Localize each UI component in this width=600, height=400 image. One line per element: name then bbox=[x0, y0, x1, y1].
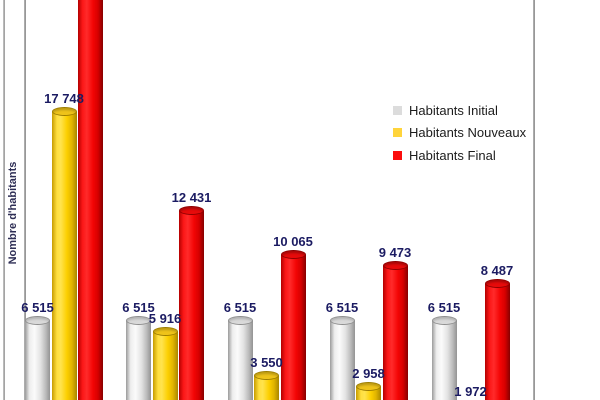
bar-habitants-nouveaux-group3 bbox=[254, 370, 279, 400]
bar-habitants-nouveaux-group2 bbox=[152, 326, 178, 400]
bar-value-label-habitants-initial-group3: 6 515 bbox=[223, 299, 257, 315]
legend-item-habitants-final: Habitants Final bbox=[393, 144, 526, 167]
bar-top-cap bbox=[382, 260, 408, 270]
bar-habitants-initial-group5 bbox=[431, 315, 457, 400]
bar-top-cap bbox=[25, 315, 50, 325]
legend-item-habitants-nouveaux: Habitants Nouveaux bbox=[393, 122, 526, 145]
bar-top-cap bbox=[356, 381, 381, 391]
y-axis-title: Nombre d'habitants bbox=[7, 161, 19, 265]
bar-top-cap bbox=[227, 315, 253, 325]
bar-value-label-habitants-nouveaux-group3: 3 550 bbox=[250, 354, 283, 370]
bar-top-cap bbox=[126, 315, 151, 325]
bar-value-label-habitants-initial-group5: 6 515 bbox=[427, 299, 461, 315]
bar-value-label-habitants-nouveaux-group4: 2 958 bbox=[352, 365, 385, 381]
bar-habitants-final-group1 bbox=[78, 0, 103, 400]
chart-left-border bbox=[3, 0, 5, 400]
bar-top-cap bbox=[431, 315, 457, 325]
bar-habitants-nouveaux-group4 bbox=[356, 381, 381, 400]
bar-value-label-habitants-initial-group2: 6 515 bbox=[122, 299, 155, 315]
bar-value-label-habitants-nouveaux-group2: 5 916 bbox=[148, 310, 182, 326]
legend-swatch-yellow-icon bbox=[393, 128, 402, 138]
bar-top-cap bbox=[484, 279, 510, 289]
bar-habitants-initial-group2 bbox=[126, 315, 151, 400]
bar-value-label-habitants-nouveaux-group5: 1 972 bbox=[454, 384, 487, 400]
legend-label: Habitants Final bbox=[409, 147, 496, 163]
legend-label: Habitants Nouveaux bbox=[409, 125, 527, 141]
bar-value-label-habitants-initial-group4: 6 515 bbox=[325, 299, 359, 315]
bar-habitants-final-group5 bbox=[484, 279, 510, 400]
bar-habitants-final-group3 bbox=[280, 249, 306, 400]
bar-habitants-final-group2 bbox=[179, 205, 204, 400]
legend: Habitants Initial Habitants Nouveaux Hab… bbox=[393, 99, 526, 167]
bar-top-cap bbox=[51, 106, 77, 116]
plot-area-left-border bbox=[24, 0, 26, 400]
bar-top-cap bbox=[329, 315, 355, 325]
bar-habitants-nouveaux-group1 bbox=[51, 106, 77, 400]
bar-top-cap bbox=[280, 249, 306, 259]
bar-habitants-final-group4 bbox=[382, 260, 408, 400]
legend-item-habitants-initial: Habitants Initial bbox=[393, 99, 526, 122]
bar-top-cap bbox=[152, 326, 178, 336]
bar-habitants-initial-group4 bbox=[329, 315, 355, 400]
bar-top-cap bbox=[254, 370, 279, 380]
legend-swatch-gray-icon bbox=[393, 105, 402, 115]
bar-value-label-habitants-initial-group1: 6 515 bbox=[21, 299, 54, 315]
bar-top-cap bbox=[179, 205, 204, 215]
legend-swatch-red-icon bbox=[393, 150, 402, 160]
bar-value-label-habitants-nouveaux-group1: 17 748 bbox=[44, 90, 84, 106]
bar-value-label-habitants-final-group5: 8 487 bbox=[480, 263, 514, 279]
legend-label: Habitants Initial bbox=[409, 102, 498, 118]
bar-habitants-initial-group3 bbox=[227, 315, 253, 400]
bar-value-label-habitants-final-group4: 9 473 bbox=[378, 244, 412, 260]
plot-area-right-border bbox=[533, 0, 535, 400]
bar-value-label-habitants-final-group3: 10 065 bbox=[273, 233, 313, 249]
bar-value-label-habitants-final-group2: 12 431 bbox=[171, 189, 212, 205]
bar-habitants-initial-group1 bbox=[25, 315, 50, 400]
